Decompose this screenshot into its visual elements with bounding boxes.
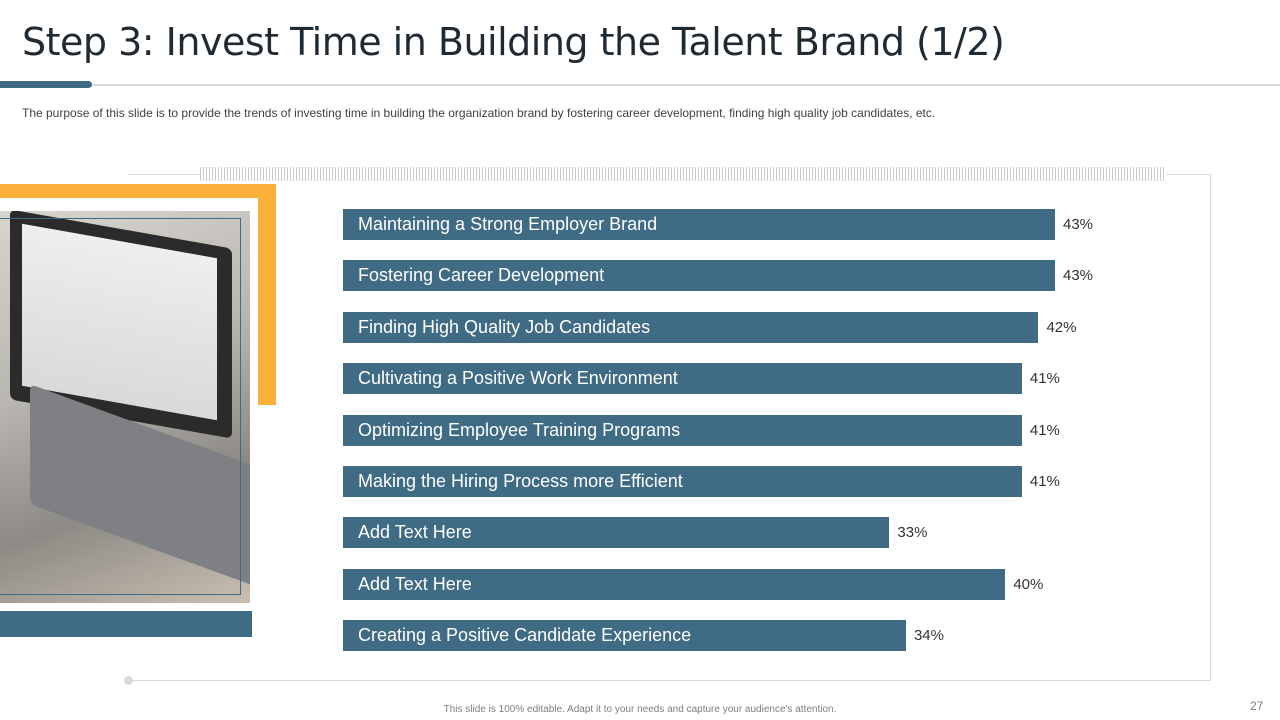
bar-3 (343, 311, 1039, 343)
bar-5 (343, 414, 1022, 446)
bar-2 (343, 260, 1055, 292)
bottom-divider (128, 680, 1210, 681)
bar-1 (343, 209, 1055, 240)
photo-caption-bar (0, 611, 252, 637)
bar-value-5: 41% (1029, 421, 1060, 439)
bar-9 (343, 620, 906, 652)
bar-6 (343, 466, 1022, 497)
page-number: 27 (1250, 699, 1264, 713)
bar-label-1: Maintaining a Strong Employer Brand (358, 214, 658, 234)
bar-label-9: Creating a Positive Candidate Experience (358, 625, 692, 646)
bar-label-8: Add Text Here (358, 573, 472, 594)
bar-label-2: Fostering Career Development (358, 265, 605, 286)
bar-7 (343, 517, 890, 549)
bottom-divider-dot (124, 676, 133, 685)
bar-4 (343, 363, 1022, 395)
bar-label-3: Finding High Quality Job Candidates (358, 316, 651, 337)
bar-label-5: Optimizing Employee Training Programs (358, 419, 681, 440)
footer-note: This slide is 100% editable. Adapt it to… (443, 704, 837, 715)
bar-value-7: 33% (897, 524, 928, 542)
slide-subtitle: The purpose of this slide is to provide … (22, 106, 936, 120)
slide-title: Step 3: Invest Time in Building the Tale… (22, 20, 1005, 64)
bar-label-4: Cultivating a Positive Work Environment (358, 368, 678, 389)
bar-label-6: Making the Hiring Process more Efficient (358, 471, 683, 491)
bar-value-6: 41% (1029, 473, 1060, 490)
title-accent-bar (0, 81, 92, 88)
bar-value-9: 34% (913, 627, 944, 645)
bar-value-4: 41% (1029, 370, 1060, 388)
title-divider (0, 84, 1280, 86)
laptop-photo (0, 211, 250, 603)
bar-value-2: 43% (1063, 267, 1094, 285)
decorative-hatch (200, 167, 1166, 181)
bar-label-7: Add Text Here (358, 522, 472, 543)
bar-value-3: 42% (1046, 318, 1077, 336)
bar-value-8: 40% (1013, 575, 1044, 593)
bar-8 (343, 568, 1006, 600)
photo-outline (0, 218, 241, 595)
bar-value-1: 43% (1063, 216, 1094, 233)
